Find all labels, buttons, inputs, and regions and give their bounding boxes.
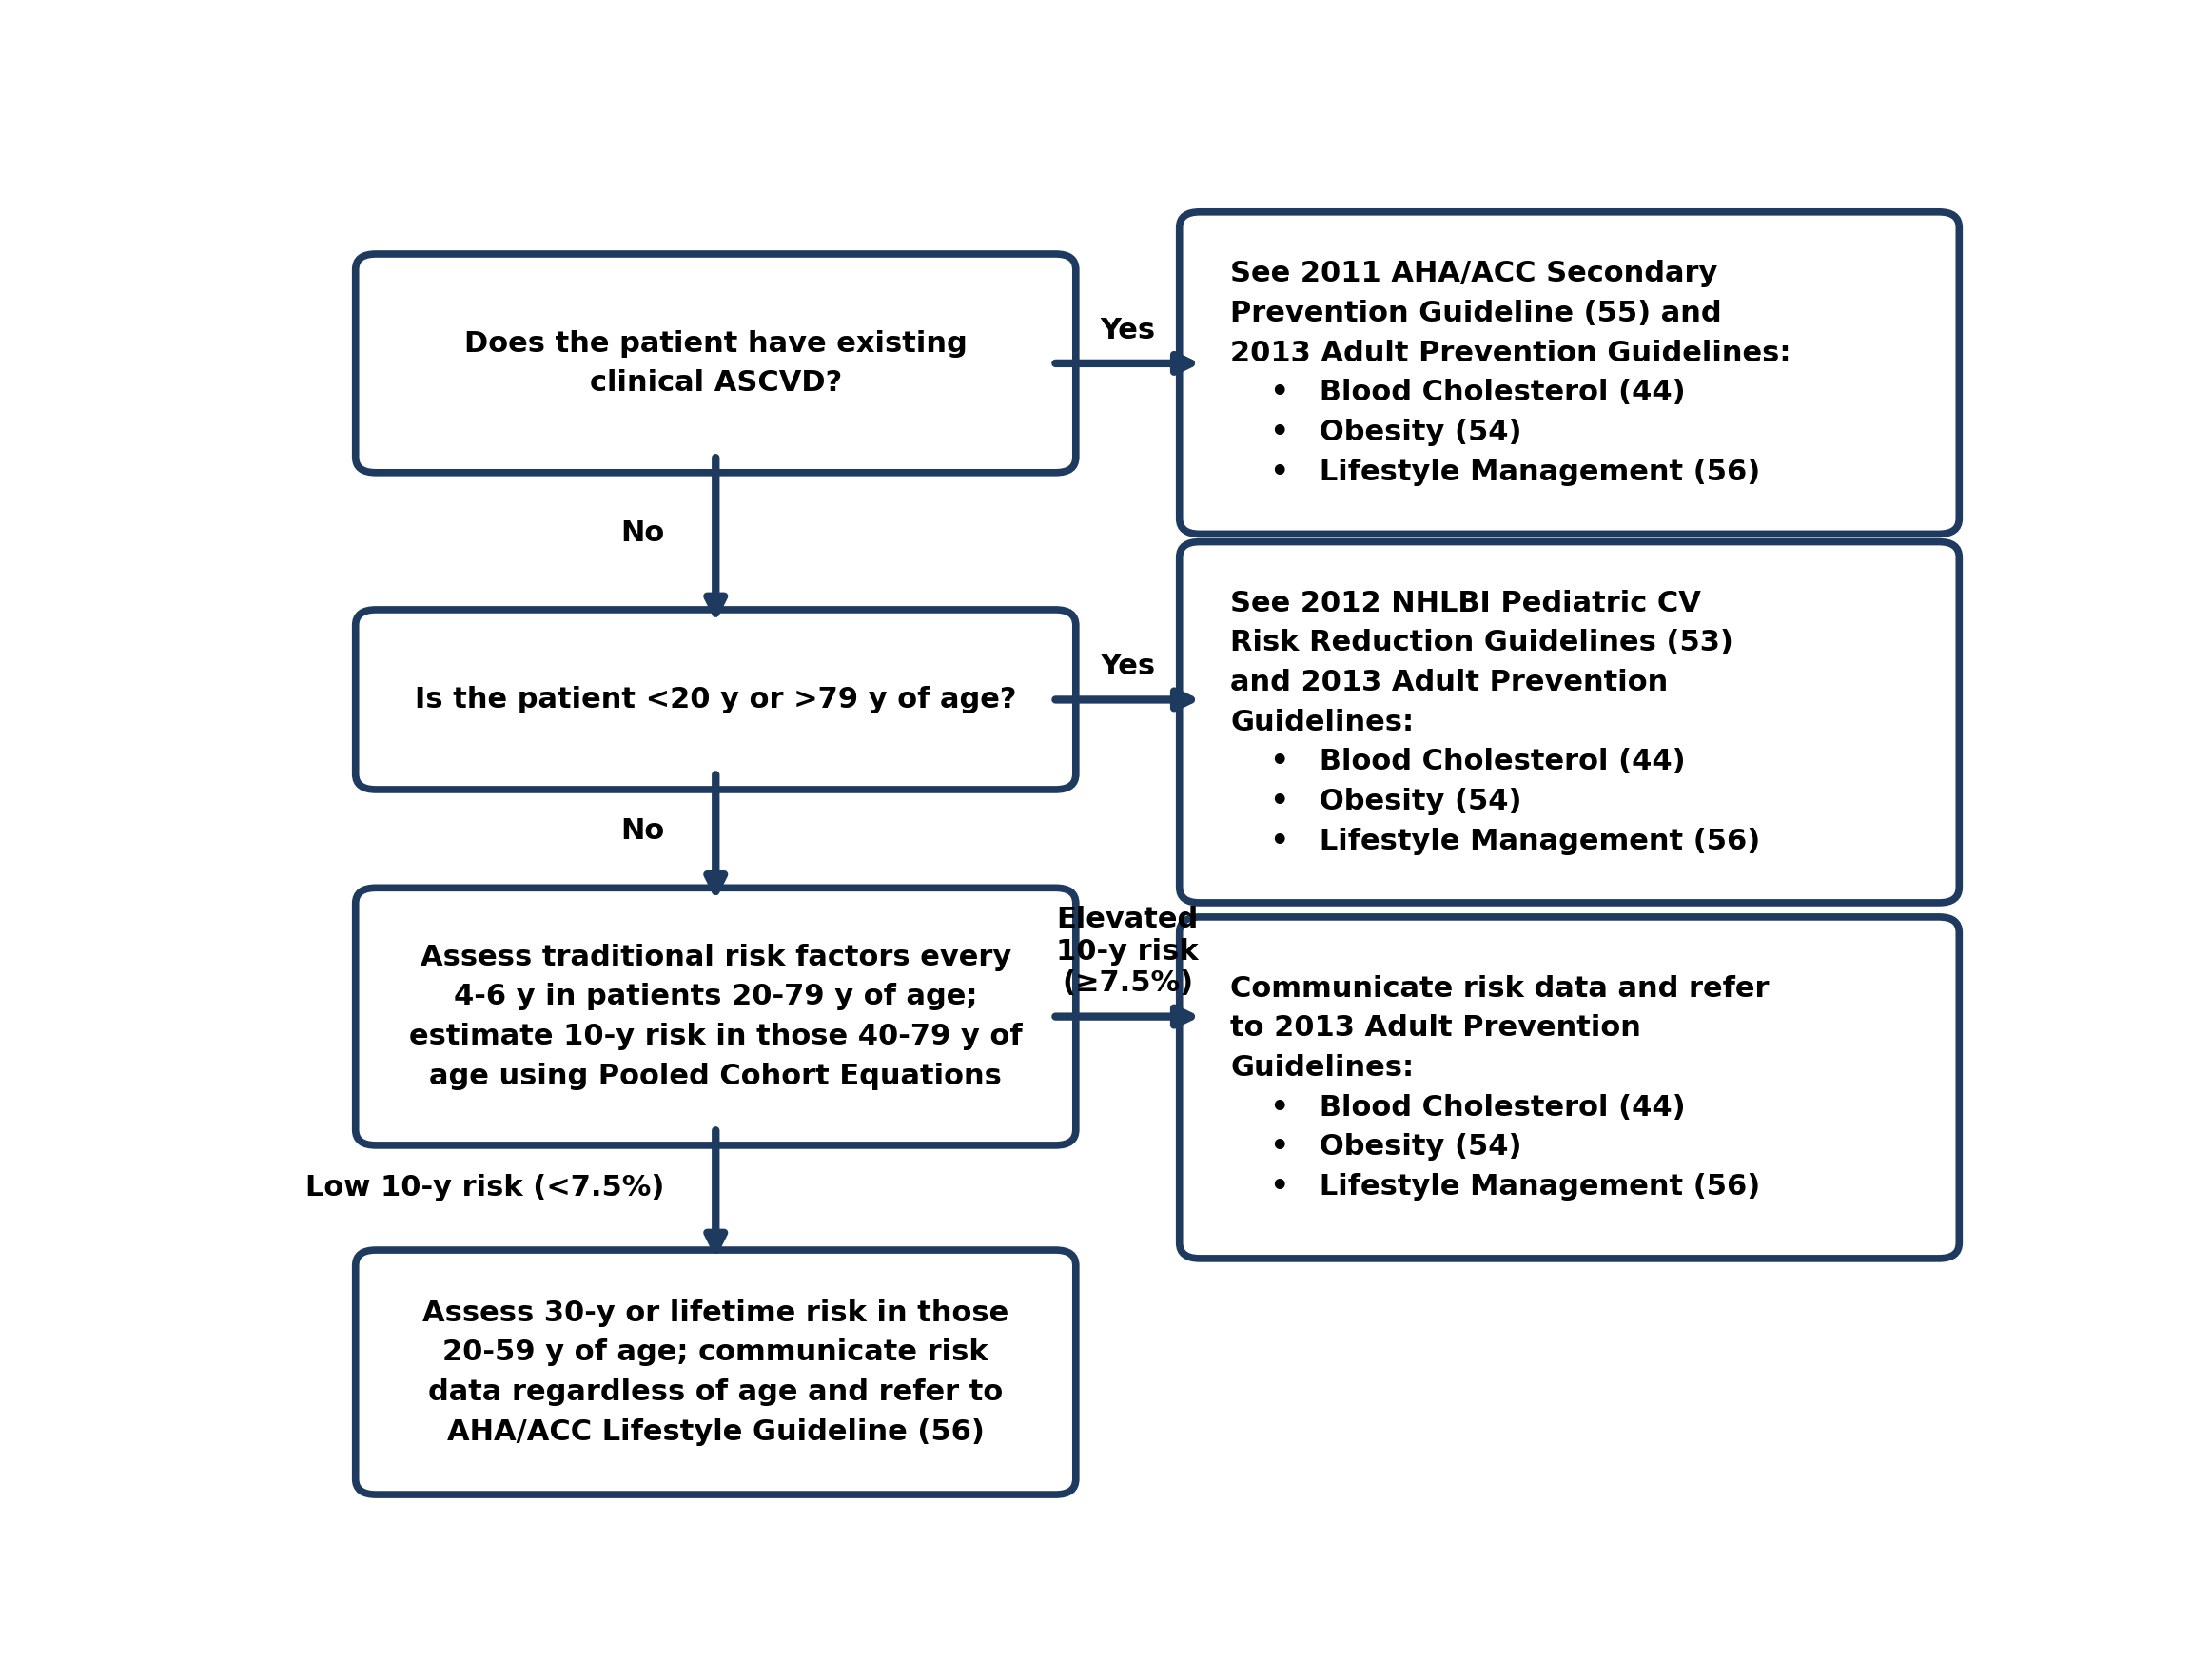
FancyBboxPatch shape <box>1179 543 1960 902</box>
FancyBboxPatch shape <box>1179 917 1960 1258</box>
Text: Yes: Yes <box>1100 652 1155 680</box>
FancyBboxPatch shape <box>1179 212 1960 534</box>
FancyBboxPatch shape <box>355 887 1076 1146</box>
Text: No: No <box>620 519 664 548</box>
Text: Assess traditional risk factors every
4-6 y in patients 20-79 y of age;
estimate: Assess traditional risk factors every 4-… <box>410 944 1021 1090</box>
Text: See 2011 AHA/ACC Secondary
Prevention Guideline (55) and
2013 Adult Prevention G: See 2011 AHA/ACC Secondary Prevention Gu… <box>1230 260 1791 486</box>
Text: Yes: Yes <box>1100 316 1155 344</box>
Text: Does the patient have existing
clinical ASCVD?: Does the patient have existing clinical … <box>465 329 967 396</box>
Text: Assess 30-y or lifetime risk in those
20-59 y of age; communicate risk
data rega: Assess 30-y or lifetime risk in those 20… <box>423 1299 1008 1445</box>
Text: See 2012 NHLBI Pediatric CV
Risk Reduction Guidelines (53)
and 2013 Adult Preven: See 2012 NHLBI Pediatric CV Risk Reducti… <box>1230 590 1760 855</box>
Text: Elevated
10-y risk
(≥7.5%): Elevated 10-y risk (≥7.5%) <box>1057 906 1199 998</box>
Text: No: No <box>620 816 664 845</box>
Text: Communicate risk data and refer
to 2013 Adult Prevention
Guidelines:
    •   Blo: Communicate risk data and refer to 2013 … <box>1230 974 1769 1201</box>
FancyBboxPatch shape <box>355 254 1076 472</box>
Text: Is the patient <20 y or >79 y of age?: Is the patient <20 y or >79 y of age? <box>414 685 1017 714</box>
Text: Low 10-y risk (<7.5%): Low 10-y risk (<7.5%) <box>305 1174 664 1201</box>
FancyBboxPatch shape <box>355 610 1076 790</box>
FancyBboxPatch shape <box>355 1250 1076 1495</box>
